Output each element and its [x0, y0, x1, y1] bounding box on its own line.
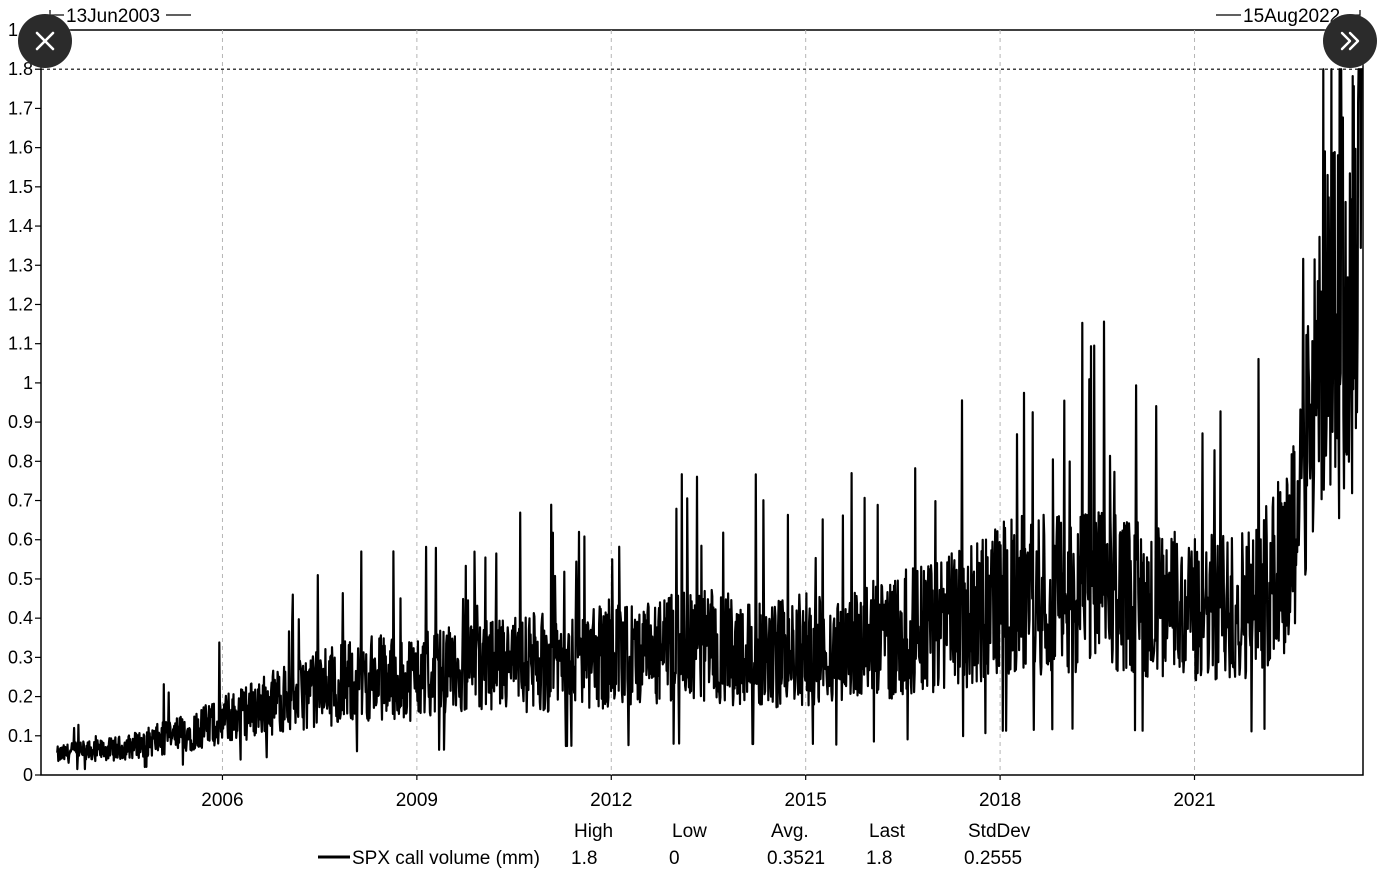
y-tick-label: 0.6 — [8, 530, 33, 550]
y-tick-label: 0.7 — [8, 491, 33, 511]
y-tick-label: 1 — [23, 373, 33, 393]
end-date-label: 15Aug2022 — [1243, 6, 1340, 27]
x-tick-label: 2015 — [785, 790, 827, 811]
x-tick-label: 2012 — [590, 790, 632, 811]
y-tick-label: 0.9 — [8, 412, 33, 432]
y-tick-label: 0.1 — [8, 726, 33, 746]
stats-header-avg: Avg. — [771, 821, 809, 842]
stats-header-last: Last — [869, 821, 905, 842]
y-tick-label: 1.8 — [8, 59, 33, 79]
stats-value-low: 0 — [669, 848, 680, 869]
y-tick-label: 1.6 — [8, 138, 33, 158]
y-tick-label: 0.3 — [8, 647, 33, 667]
y-tick-label: 1.2 — [8, 294, 33, 314]
stats-value-last: 1.8 — [866, 848, 893, 869]
double-chevron-right-icon — [1340, 31, 1360, 51]
legend-series-label: SPX call volume (mm) — [352, 848, 540, 869]
x-tick-label: 2018 — [979, 790, 1021, 811]
x-tick-label: 2021 — [1173, 790, 1215, 811]
next-button[interactable] — [1323, 14, 1377, 68]
y-tick-label: 1.5 — [8, 177, 33, 197]
y-tick-label: 1.3 — [8, 255, 33, 275]
y-tick-label: 0.2 — [8, 687, 33, 707]
stats-value-high: 1.8 — [571, 848, 598, 869]
y-tick-label: 0.8 — [8, 451, 33, 471]
x-axis: 2006 2009 2012 2015 2018 2021 — [201, 775, 1216, 811]
x-tick-label: 2006 — [201, 790, 243, 811]
stats-value-avg: 0.3521 — [767, 848, 826, 869]
date-range-start: 13Jun2003 — [49, 6, 191, 27]
series-layer — [56, 68, 1364, 771]
y-tick-label: 1.4 — [8, 216, 33, 236]
close-icon — [35, 31, 55, 51]
series-line — [56, 68, 1364, 771]
stats-header-stddev: StdDev — [968, 821, 1031, 842]
y-axis: 0 0.1 0.2 0.3 0.4 0.5 0.6 0.7 0.8 0.9 1 1.1 1.2 1.3 1.… — [8, 20, 41, 785]
stats-value-stddev: 0.2555 — [964, 848, 1023, 869]
y-tick-label: 0.4 — [8, 608, 33, 628]
close-button[interactable] — [18, 14, 72, 68]
y-tick-label: 0 — [23, 765, 33, 785]
y-tick-label: 0.5 — [8, 569, 33, 589]
y-tick-label: 1.1 — [8, 334, 33, 354]
start-date-label: 13Jun2003 — [66, 6, 160, 27]
stats-header-high: High — [574, 821, 614, 842]
stats-header-low: Low — [672, 821, 707, 842]
y-tick-label: 1.7 — [8, 98, 33, 118]
legend: SPX call volume (mm) — [318, 848, 540, 869]
x-tick-label: 2009 — [396, 790, 438, 811]
